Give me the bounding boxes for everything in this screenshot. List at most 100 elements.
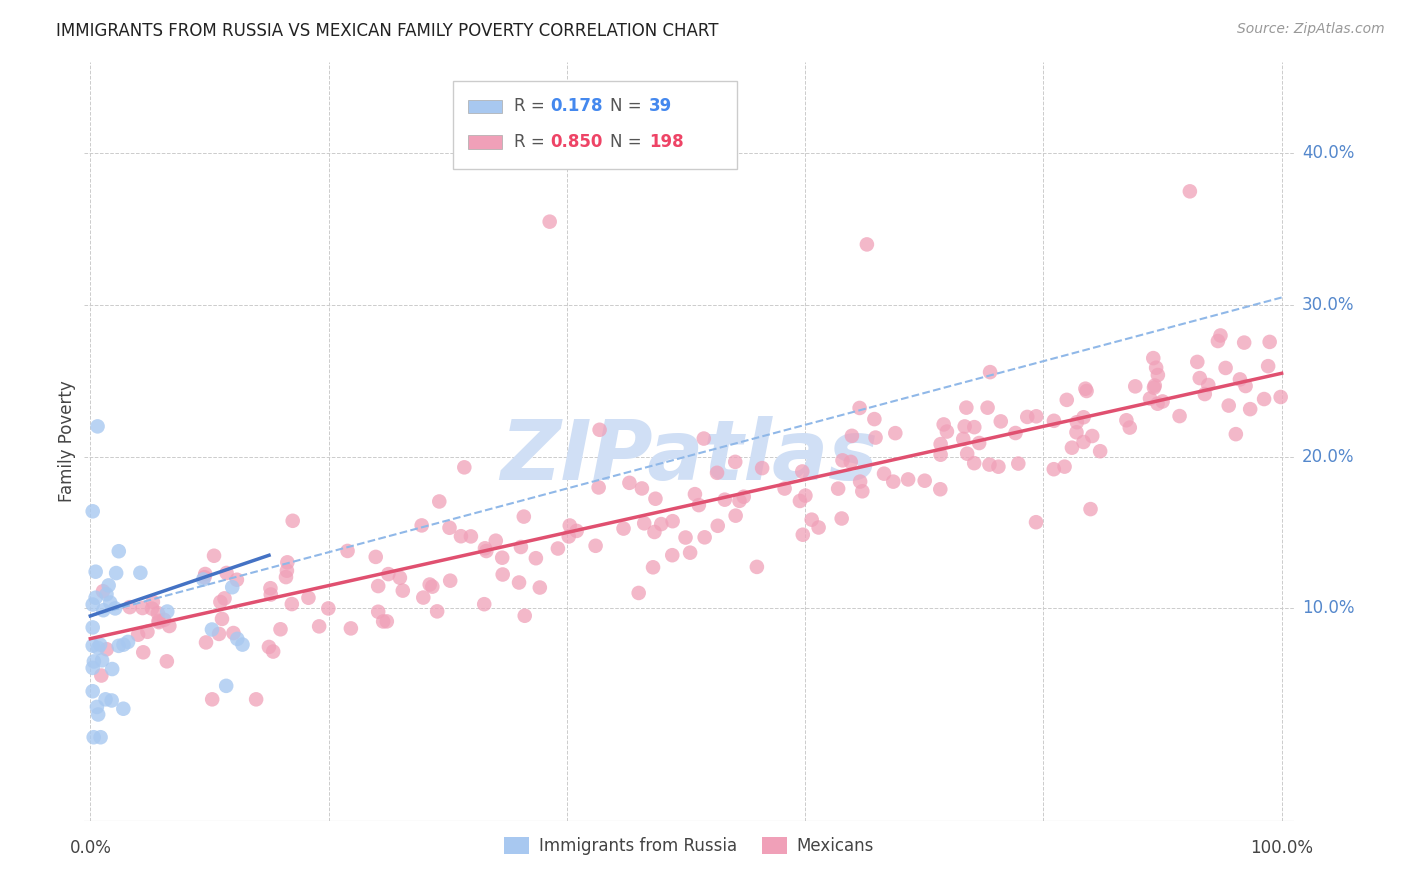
Text: 39: 39 bbox=[650, 97, 672, 115]
Text: R =: R = bbox=[513, 97, 550, 115]
Text: N =: N = bbox=[610, 133, 647, 151]
Point bbox=[794, 489, 817, 503]
Point bbox=[474, 541, 496, 556]
Point bbox=[713, 492, 735, 507]
Point bbox=[524, 551, 547, 566]
Point bbox=[1147, 368, 1170, 382]
Point bbox=[851, 484, 873, 499]
Point bbox=[427, 494, 450, 508]
Point bbox=[195, 635, 218, 649]
Point bbox=[643, 524, 665, 539]
Point bbox=[87, 640, 110, 655]
Point bbox=[1004, 425, 1026, 440]
Point bbox=[193, 573, 215, 587]
Point bbox=[375, 615, 398, 629]
Point bbox=[340, 621, 363, 635]
FancyBboxPatch shape bbox=[468, 136, 502, 149]
Point bbox=[96, 642, 118, 657]
Point bbox=[83, 730, 105, 744]
Point bbox=[547, 541, 569, 556]
Point bbox=[644, 491, 666, 506]
Point bbox=[963, 420, 986, 434]
Point bbox=[270, 622, 292, 636]
Point bbox=[706, 518, 728, 533]
Point bbox=[1144, 360, 1167, 375]
Point bbox=[724, 455, 747, 469]
Point bbox=[1081, 429, 1104, 443]
Point bbox=[84, 591, 107, 605]
Point bbox=[101, 662, 124, 676]
Point bbox=[86, 419, 108, 434]
Point bbox=[318, 601, 340, 615]
Point bbox=[112, 638, 135, 652]
Point bbox=[914, 474, 936, 488]
Point bbox=[231, 638, 253, 652]
Point bbox=[1074, 382, 1097, 396]
Point bbox=[193, 570, 215, 584]
Point bbox=[935, 425, 957, 439]
Point bbox=[612, 522, 634, 536]
Point bbox=[97, 578, 120, 592]
Point bbox=[208, 627, 231, 641]
Point bbox=[631, 482, 654, 496]
Point bbox=[976, 401, 998, 415]
Point bbox=[1053, 459, 1076, 474]
Point bbox=[257, 640, 280, 654]
Point bbox=[987, 459, 1010, 474]
Point bbox=[675, 531, 697, 545]
Point bbox=[245, 692, 267, 706]
Point bbox=[367, 605, 389, 619]
Point bbox=[792, 465, 814, 479]
Text: ZIPatlas: ZIPatlas bbox=[501, 417, 877, 497]
Point bbox=[1257, 359, 1279, 373]
Point bbox=[96, 587, 118, 601]
Point bbox=[641, 560, 664, 574]
Point bbox=[745, 560, 768, 574]
Point bbox=[1139, 392, 1161, 406]
Point bbox=[412, 591, 434, 605]
Point bbox=[1178, 184, 1201, 198]
Point bbox=[661, 548, 683, 562]
Point bbox=[1066, 425, 1088, 440]
Point bbox=[211, 612, 233, 626]
Point bbox=[281, 514, 304, 528]
Point bbox=[274, 570, 297, 584]
Point bbox=[588, 480, 610, 494]
Point bbox=[1115, 413, 1137, 427]
Point bbox=[276, 564, 298, 578]
Text: 20.0%: 20.0% bbox=[1302, 448, 1354, 466]
Text: 30.0%: 30.0% bbox=[1302, 296, 1354, 314]
Point bbox=[856, 237, 879, 252]
Point bbox=[420, 580, 443, 594]
Point bbox=[194, 567, 217, 582]
Point bbox=[84, 565, 107, 579]
Point bbox=[529, 581, 551, 595]
Point bbox=[1206, 334, 1229, 348]
Point bbox=[839, 455, 862, 469]
Point bbox=[1080, 502, 1102, 516]
Point bbox=[439, 521, 461, 535]
Point bbox=[1194, 387, 1216, 401]
Point bbox=[979, 458, 1001, 472]
Point bbox=[897, 472, 920, 486]
Point bbox=[967, 436, 990, 450]
Point bbox=[706, 466, 728, 480]
Point bbox=[136, 624, 159, 639]
Point bbox=[1218, 399, 1240, 413]
Point bbox=[259, 581, 281, 595]
Point bbox=[364, 549, 387, 564]
Point bbox=[882, 475, 904, 489]
Point bbox=[91, 584, 114, 599]
Point bbox=[82, 661, 104, 675]
Point bbox=[827, 482, 849, 496]
Point bbox=[1197, 378, 1219, 392]
Point bbox=[679, 546, 702, 560]
Point bbox=[1119, 420, 1142, 434]
Point bbox=[929, 448, 952, 462]
Point bbox=[475, 544, 498, 558]
Point bbox=[1123, 379, 1146, 393]
Point bbox=[214, 591, 236, 606]
Point bbox=[929, 482, 952, 496]
Point bbox=[276, 555, 298, 569]
Point bbox=[426, 604, 449, 618]
